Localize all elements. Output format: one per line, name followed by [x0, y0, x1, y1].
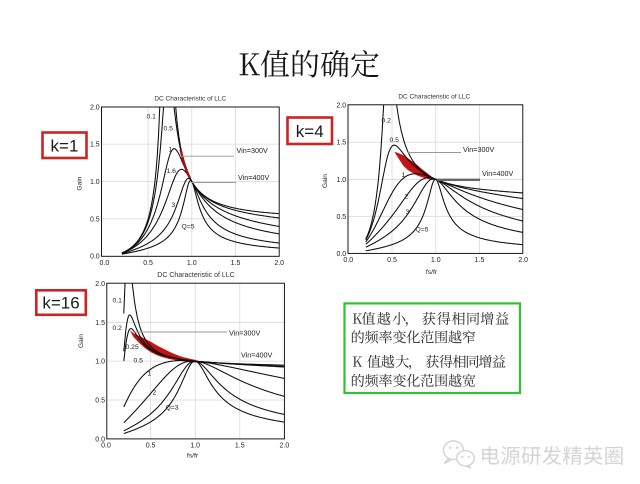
- svg-text:0.1: 0.1: [113, 298, 123, 305]
- svg-text:2.0: 2.0: [336, 103, 346, 110]
- svg-text:0.2: 0.2: [382, 118, 392, 125]
- svg-text:2.0: 2.0: [274, 260, 284, 267]
- svg-text:DC Characteristic of LLC: DC Characteristic of LLC: [157, 272, 234, 279]
- svg-text:1.0: 1.0: [431, 257, 441, 264]
- svg-text:Vin=300V: Vin=300V: [229, 328, 260, 337]
- svg-text:k=1: k=1: [51, 136, 79, 155]
- svg-text:0.5: 0.5: [387, 257, 397, 264]
- svg-text:DC Characteristic of LLC: DC Characteristic of LLC: [154, 96, 226, 103]
- svg-text:Vin=300V: Vin=300V: [463, 145, 494, 154]
- svg-text:0.5: 0.5: [143, 260, 153, 267]
- svg-text:0.5: 0.5: [146, 443, 156, 450]
- svg-text:0.5: 0.5: [390, 137, 400, 144]
- svg-text:0.0: 0.0: [95, 436, 105, 443]
- svg-text:0.5: 0.5: [164, 126, 174, 133]
- svg-text:0.2: 0.2: [113, 325, 123, 332]
- svg-text:0.5: 0.5: [90, 216, 100, 223]
- svg-text:Gain: Gain: [78, 334, 85, 348]
- svg-text:1.5: 1.5: [90, 142, 100, 149]
- svg-text:k=4: k=4: [296, 122, 324, 141]
- svg-text:fs/fr: fs/fr: [426, 269, 438, 276]
- svg-text:0.0: 0.0: [336, 251, 346, 258]
- svg-text:0.5: 0.5: [95, 398, 105, 405]
- svg-text:0.1: 0.1: [147, 114, 157, 121]
- svg-text:1.6: 1.6: [167, 168, 177, 175]
- svg-text:0.5: 0.5: [134, 357, 144, 364]
- svg-text:3: 3: [406, 209, 410, 216]
- svg-text:Q=5: Q=5: [416, 227, 429, 234]
- svg-text:2: 2: [153, 390, 157, 397]
- svg-text:1.5: 1.5: [475, 257, 485, 264]
- svg-text:0.0: 0.0: [90, 254, 100, 261]
- svg-text:1.0: 1.0: [190, 443, 200, 450]
- svg-text:2.0: 2.0: [95, 281, 105, 288]
- svg-text:Q=3: Q=3: [166, 405, 179, 412]
- svg-text:Q=5: Q=5: [182, 224, 195, 231]
- svg-text:1: 1: [169, 147, 173, 154]
- svg-text:0.0: 0.0: [100, 260, 110, 267]
- svg-text:Vin=300V: Vin=300V: [237, 146, 268, 155]
- svg-text:2.0: 2.0: [518, 257, 528, 264]
- svg-text:1.0: 1.0: [95, 359, 105, 366]
- svg-text:2: 2: [405, 194, 409, 201]
- svg-text:1: 1: [148, 371, 152, 378]
- svg-text:0.0: 0.0: [101, 443, 111, 450]
- svg-text:Gain: Gain: [322, 174, 329, 188]
- svg-text:Gain: Gain: [77, 176, 84, 190]
- svg-text:fs/fr: fs/fr: [187, 453, 199, 460]
- svg-text:1.5: 1.5: [235, 443, 245, 450]
- svg-text:1.0: 1.0: [90, 179, 100, 186]
- svg-text:1.5: 1.5: [95, 320, 105, 327]
- svg-text:1.5: 1.5: [231, 260, 241, 267]
- svg-text:0.5: 0.5: [336, 214, 346, 221]
- svg-text:1: 1: [402, 172, 406, 179]
- svg-text:Vin=400V: Vin=400V: [482, 169, 513, 178]
- svg-text:2.0: 2.0: [280, 443, 290, 450]
- svg-text:1.0: 1.0: [187, 260, 197, 267]
- svg-text:DC Characteristic of LLC: DC Characteristic of LLC: [398, 93, 470, 100]
- svg-text:0.25: 0.25: [126, 344, 139, 351]
- svg-text:0.0: 0.0: [343, 257, 353, 264]
- svg-text:k=16: k=16: [42, 294, 79, 313]
- svg-text:1.5: 1.5: [336, 140, 346, 147]
- svg-text:Vin=400V: Vin=400V: [238, 173, 269, 182]
- svg-text:1.0: 1.0: [336, 177, 346, 184]
- svg-text:2.0: 2.0: [90, 104, 100, 111]
- svg-text:Vin=400V: Vin=400V: [241, 351, 272, 360]
- svg-text:3: 3: [172, 202, 176, 209]
